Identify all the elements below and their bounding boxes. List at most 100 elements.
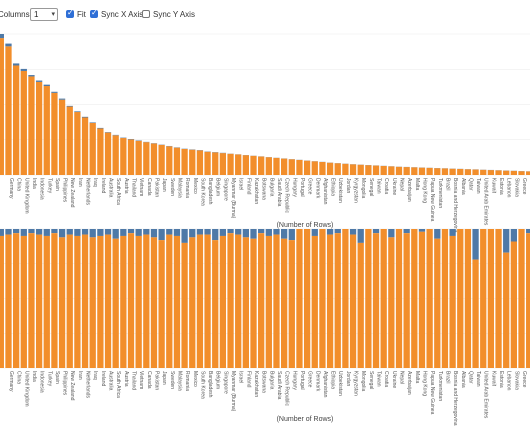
bar-segment-blue[interactable] bbox=[13, 229, 20, 234]
bar-segment-orange[interactable] bbox=[388, 237, 395, 368]
bar-segment-blue[interactable] bbox=[66, 229, 73, 235]
bar-segment-orange[interactable] bbox=[311, 161, 318, 175]
bar-segment-blue[interactable] bbox=[112, 229, 119, 239]
bar-segment-orange[interactable] bbox=[51, 233, 58, 368]
bar-segment-orange[interactable] bbox=[120, 138, 127, 175]
bar-segment-blue[interactable] bbox=[89, 229, 96, 238]
bar-segment-orange[interactable] bbox=[250, 238, 257, 368]
bar-segment-orange[interactable] bbox=[395, 229, 403, 368]
fit-checkbox[interactable] bbox=[66, 8, 74, 18]
bar-segment-orange[interactable] bbox=[20, 235, 27, 368]
bar-segment-orange[interactable] bbox=[127, 139, 135, 175]
bar-segment-blue[interactable] bbox=[81, 229, 89, 235]
bar-segment-orange[interactable] bbox=[127, 233, 135, 368]
bar-segment-orange[interactable] bbox=[418, 167, 426, 175]
bar-segment-blue[interactable] bbox=[418, 229, 426, 232]
bar-segment-orange[interactable] bbox=[372, 233, 380, 368]
bar-segment-orange[interactable] bbox=[334, 163, 341, 175]
bar-segment-blue[interactable] bbox=[143, 229, 150, 235]
bar-segment-orange[interactable] bbox=[357, 242, 364, 368]
bar-segment-orange[interactable] bbox=[242, 237, 249, 368]
bar-segment-orange[interactable] bbox=[472, 259, 479, 368]
bar-segment-orange[interactable] bbox=[388, 166, 395, 175]
bar-segment-orange[interactable] bbox=[434, 238, 441, 368]
bar-segment-orange[interactable] bbox=[319, 229, 326, 368]
bar-segment-orange[interactable] bbox=[66, 234, 73, 368]
bar-segment-blue[interactable] bbox=[403, 229, 410, 234]
bar-segment-blue[interactable] bbox=[181, 229, 188, 243]
bar-segment-blue[interactable] bbox=[20, 68, 27, 71]
bar-segment-orange[interactable] bbox=[196, 150, 204, 175]
bar-segment-orange[interactable] bbox=[13, 65, 20, 175]
bar-segment-blue[interactable] bbox=[120, 229, 127, 236]
bar-segment-orange[interactable] bbox=[526, 171, 530, 175]
bar-segment-orange[interactable] bbox=[173, 235, 181, 368]
bar-segment-orange[interactable] bbox=[273, 157, 280, 175]
bar-segment-orange[interactable] bbox=[380, 165, 387, 175]
bar-segment-orange[interactable] bbox=[181, 148, 188, 175]
bar-segment-blue[interactable] bbox=[89, 122, 96, 123]
bar-segment-orange[interactable] bbox=[411, 229, 418, 368]
bar-segment-blue[interactable] bbox=[349, 229, 357, 235]
bar-segment-blue[interactable] bbox=[166, 229, 173, 235]
bar-segment-orange[interactable] bbox=[242, 155, 249, 175]
bar-segment-blue[interactable] bbox=[503, 229, 510, 253]
bar-segment-orange[interactable] bbox=[212, 240, 219, 368]
columns-select[interactable]: 1 ▾ bbox=[30, 8, 58, 21]
bar-segment-blue[interactable] bbox=[250, 229, 257, 239]
bar-segment-orange[interactable] bbox=[227, 233, 234, 368]
bar-segment-orange[interactable] bbox=[74, 235, 81, 368]
bar-segment-blue[interactable] bbox=[28, 75, 35, 77]
bar-segment-orange[interactable] bbox=[449, 168, 456, 175]
bar-segment-orange[interactable] bbox=[250, 155, 257, 175]
bar-segment-orange[interactable] bbox=[449, 235, 456, 368]
bar-segment-blue[interactable] bbox=[74, 111, 81, 113]
bar-segment-orange[interactable] bbox=[43, 235, 50, 368]
bar-segment-orange[interactable] bbox=[518, 229, 525, 368]
bar-segment-blue[interactable] bbox=[273, 229, 280, 235]
bar-segment-orange[interactable] bbox=[150, 237, 158, 368]
bar-segment-blue[interactable] bbox=[5, 229, 12, 235]
bar-segment-blue[interactable] bbox=[35, 229, 43, 235]
bar-segment-orange[interactable] bbox=[51, 92, 58, 175]
bar-segment-orange[interactable] bbox=[464, 229, 472, 368]
bar-segment-orange[interactable] bbox=[288, 159, 295, 175]
sync-x-axis-checkbox[interactable] bbox=[90, 8, 98, 18]
bar-segment-orange[interactable] bbox=[189, 149, 196, 175]
bar-segment-orange[interactable] bbox=[20, 70, 27, 175]
bar-segment-orange[interactable] bbox=[495, 229, 502, 368]
bar-segment-orange[interactable] bbox=[265, 157, 272, 175]
bar-segment-orange[interactable] bbox=[296, 159, 303, 175]
bar-segment-orange[interactable] bbox=[441, 229, 449, 368]
bar-segment-blue[interactable] bbox=[28, 229, 35, 234]
bar-segment-orange[interactable] bbox=[380, 229, 387, 368]
bar-segment-orange[interactable] bbox=[311, 235, 318, 368]
bar-segment-blue[interactable] bbox=[526, 229, 530, 234]
bar-segment-orange[interactable] bbox=[166, 146, 173, 175]
bar-segment-orange[interactable] bbox=[503, 252, 510, 368]
bar-segment-orange[interactable] bbox=[503, 170, 510, 175]
bar-segment-orange[interactable] bbox=[303, 229, 311, 368]
bar-segment-orange[interactable] bbox=[495, 170, 502, 175]
bar-segment-orange[interactable] bbox=[81, 117, 89, 175]
bar-segment-orange[interactable] bbox=[112, 238, 119, 368]
bar-segment-orange[interactable] bbox=[326, 234, 334, 368]
bar-segment-blue[interactable] bbox=[372, 229, 380, 234]
bar-segment-blue[interactable] bbox=[311, 229, 318, 236]
bar-segment-orange[interactable] bbox=[411, 167, 418, 175]
bar-segment-orange[interactable] bbox=[189, 237, 196, 368]
bar-segment-blue[interactable] bbox=[334, 229, 341, 234]
bar-segment-orange[interactable] bbox=[143, 142, 150, 175]
bar-segment-orange[interactable] bbox=[472, 169, 479, 175]
bar-segment-orange[interactable] bbox=[89, 122, 96, 175]
bar-segment-orange[interactable] bbox=[5, 46, 12, 175]
bar-segment-orange[interactable] bbox=[281, 158, 288, 175]
bar-segment-orange[interactable] bbox=[89, 237, 96, 368]
bar-segment-blue[interactable] bbox=[281, 229, 288, 239]
bar-segment-orange[interactable] bbox=[365, 165, 372, 175]
bar-segment-blue[interactable] bbox=[5, 43, 12, 47]
bar-segment-blue[interactable] bbox=[258, 229, 265, 234]
bar-segment-orange[interactable] bbox=[510, 170, 517, 175]
bar-segment-blue[interactable] bbox=[357, 229, 364, 243]
bar-segment-blue[interactable] bbox=[35, 80, 43, 82]
